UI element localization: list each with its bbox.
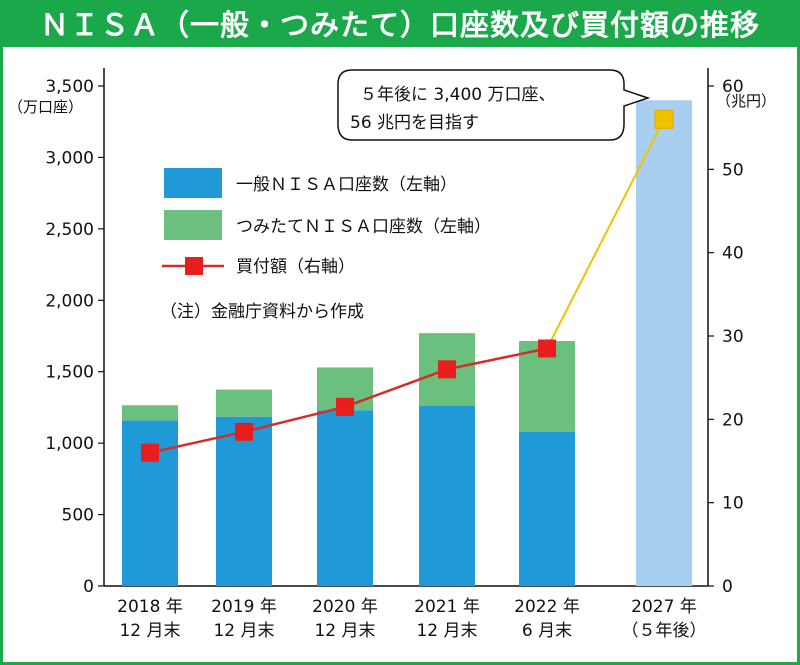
legend-marker-purchase (185, 257, 203, 275)
purchase-line-segment (243, 405, 346, 434)
left-tick-label: 3,000 (45, 148, 94, 168)
legend-label-purchase: 買付額（右軸） (236, 257, 355, 277)
bar-general (519, 431, 575, 586)
bar-projection (636, 100, 692, 587)
legend-label-tsumitate: つみたてＮＩＳＡ口座数（左軸） (236, 217, 491, 237)
right-tick-label: 40 (722, 244, 744, 264)
category-label-period: 12 月末 (119, 621, 180, 641)
right-tick-label: 10 (722, 494, 744, 514)
right-tick-label: 0 (722, 577, 733, 597)
projection-marker (654, 109, 674, 129)
right-tick-label: 20 (722, 410, 744, 430)
category-labels: 2018 年 12 月末 2019 年 12 月末 2020 年 12 月末 2021 年 1… (117, 597, 706, 641)
purchase-line (149, 118, 665, 454)
right-tick-label: 30 (722, 327, 744, 347)
bar-tsumitate (122, 405, 178, 421)
purchase-marker (141, 443, 159, 462)
purchase-line-segment (344, 368, 448, 409)
chart-title: ＮＩＳＡ（一般・つみたて）口座数及び買付額の推移 (3, 3, 797, 47)
bar-general (216, 416, 272, 586)
category-label-year: 2022 年 (514, 597, 580, 617)
category-label-year: 2021 年 (414, 597, 480, 617)
legend-label-general: 一般ＮＩＳＡ口座数（左軸） (236, 175, 457, 195)
category-label-period: （５年後） (622, 621, 707, 641)
category-label-period: 12 月末 (314, 621, 375, 641)
category-label-period: 12 月末 (213, 621, 274, 641)
left-tick-label: 1,000 (45, 434, 94, 454)
category-label-year: 2019 年 (211, 597, 277, 617)
left-tick-label: 2,500 (45, 220, 94, 240)
left-tick-label: 500 (62, 506, 94, 526)
bars (122, 100, 692, 587)
purchase-marker (235, 422, 253, 441)
category-label-year: 2027 年 (631, 597, 697, 617)
category-label-year: 2020 年 (312, 597, 378, 617)
projection-line-segment (546, 118, 665, 349)
purchase-marker (538, 339, 556, 358)
legend-swatch-general (164, 168, 222, 198)
purchase-markers (141, 109, 674, 462)
legend-swatch-tsumitate (164, 210, 222, 240)
right-tick-label: 50 (722, 160, 744, 180)
callout-bubble (337, 69, 651, 141)
purchase-line-segment (149, 430, 245, 454)
purchase-marker (336, 397, 354, 416)
left-tick-label: 3,500 (45, 77, 94, 97)
left-axis-unit: （万口座） (8, 98, 83, 116)
left-tick-label: 1,500 (45, 363, 94, 383)
right-axis-unit: （兆円） (716, 92, 776, 110)
right-tick-label: 60 (722, 77, 744, 97)
category-label-period: 6 月末 (522, 621, 572, 641)
left-axis-ticks: 0 500 1,000 1,500 2,000 2,500 3,000 3,500 (45, 77, 104, 597)
source-note: （注）金融庁資料から作成 (160, 302, 364, 322)
purchase-marker (438, 360, 456, 379)
category-label-period: 12 月末 (416, 621, 477, 641)
callout-line1: ５年後に 3,400 万口座、 (360, 85, 555, 105)
category-label-year: 2018 年 (117, 597, 183, 617)
bar-tsumitate (216, 389, 272, 417)
purchase-line-segment (446, 347, 548, 371)
left-tick-label: 2,000 (45, 291, 94, 311)
right-axis-ticks: 0 10 20 30 40 50 60 (708, 77, 744, 597)
bar-general (419, 406, 475, 586)
callout-line2: 56 兆円を目指す (350, 113, 479, 133)
bar-general (317, 410, 373, 586)
left-tick-label: 0 (83, 577, 94, 597)
